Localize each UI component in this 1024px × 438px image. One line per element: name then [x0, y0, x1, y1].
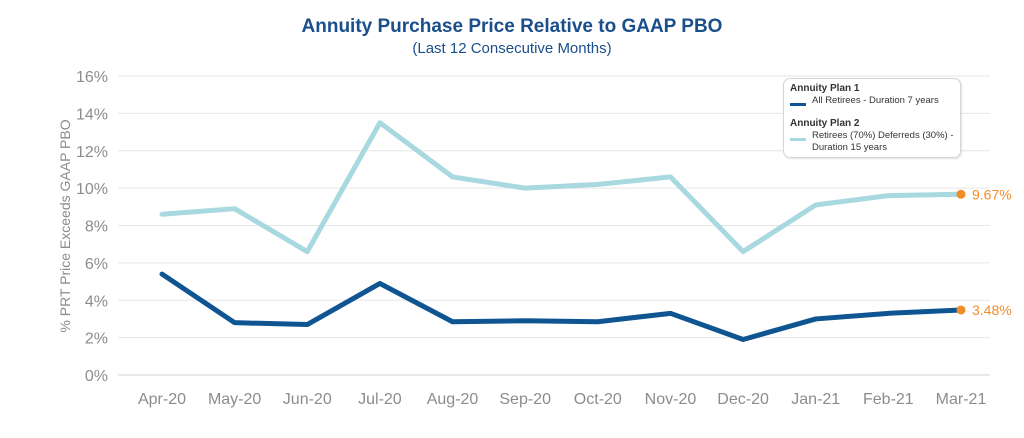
legend-series-1-description: All Retirees - Duration 7 years [812, 95, 939, 106]
y-axis-label: % PRT Price Exceeds GAAP PBO [57, 119, 73, 332]
y-tick-label: 4% [85, 293, 108, 310]
legend-series-1-name: Annuity Plan 1 [790, 83, 860, 94]
legend-series-2-description: Retirees (70%) Deferreds (30%) - Duratio… [812, 130, 954, 153]
end-marker-series-2 [956, 189, 966, 199]
y-tick-label: 8% [85, 219, 108, 236]
x-tick-label: Jun-20 [283, 391, 332, 408]
x-tick-label: Sep-20 [499, 391, 551, 408]
x-tick-label: Aug-20 [427, 391, 479, 408]
y-tick-label: 14% [76, 106, 108, 123]
legend-series-2: Retirees (70%) Deferreds (30%) - Duratio… [790, 130, 954, 153]
x-tick-label: Oct-20 [574, 391, 622, 408]
legend-swatch-series-1 [790, 103, 806, 106]
x-tick-label: Mar-21 [936, 391, 987, 408]
y-tick-label: 0% [85, 368, 108, 385]
series-lines [159, 120, 964, 342]
x-tick-label: Nov-20 [645, 391, 697, 408]
y-tick-label: 2% [85, 331, 108, 348]
x-tick-label: May-20 [208, 391, 261, 408]
end-labels: 9.67% 3.48% [956, 186, 1012, 318]
end-value-label-series-1: 3.48% [972, 302, 1012, 318]
legend-series-1: All Retirees - Duration 7 years [790, 95, 954, 118]
x-tick-label: Jul-20 [358, 391, 402, 408]
y-tick-label: 6% [85, 256, 108, 273]
chart-title: Annuity Purchase Price Relative to GAAP … [301, 16, 723, 37]
series-line-1 [159, 271, 964, 342]
x-axis-ticks: Apr-20 May-20 Jun-20 Jul-20 Aug-20 Sep-20 Oct-… [138, 391, 986, 408]
chart-subtitle: (Last 12 Consecutive Months) [412, 40, 612, 57]
legend-series-2-name: Annuity Plan 2 [790, 118, 860, 129]
y-tick-label: 10% [76, 181, 108, 198]
end-value-label-series-2: 9.67% [972, 186, 1012, 202]
series-line-2 [159, 120, 964, 255]
y-axis-ticks: 0% 2% 4% 6% 8% 10% 12% 14% 16% [76, 69, 108, 385]
x-tick-label: Dec-20 [717, 391, 769, 408]
x-tick-label: Apr-20 [138, 391, 186, 408]
end-marker-series-1 [956, 305, 966, 315]
legend: Annuity Plan 1 All Retirees - Duration 7… [783, 78, 961, 158]
x-tick-label: Feb-21 [863, 391, 914, 408]
x-tick-label: Jan-21 [791, 391, 840, 408]
legend-swatch-series-2 [790, 138, 806, 141]
y-tick-label: 12% [76, 144, 108, 161]
y-tick-label: 16% [76, 69, 108, 86]
